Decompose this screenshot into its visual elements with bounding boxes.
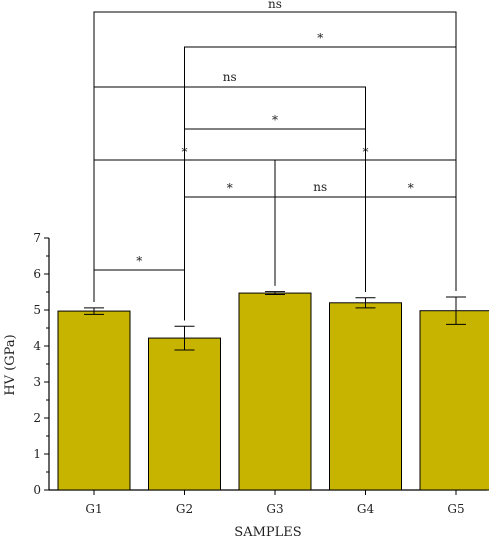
x-tick-label-g1: G1 [85,502,102,516]
sig-label-g1-g5: ns [268,0,282,11]
sig-label-g2-g3: * [227,181,233,195]
y-axis-title: HV (GPa) [3,334,18,395]
bar-g4 [329,302,402,491]
y-tick-label: 0 [33,483,41,497]
sig-bracket-g3-g4 [274,196,366,292]
sig-label-g3-g4: ns [313,180,327,194]
sig-label-g4-g5: * [408,181,414,195]
y-tick-label: 5 [33,303,41,317]
sig-label-g2-g4: * [272,113,278,127]
sig-label-g2-g5: * [317,31,323,45]
sig-bracket-g1-g5 [93,11,457,302]
x-axis-title: SAMPLES [234,525,301,540]
y-tick-label: 2 [33,411,41,425]
sig-label-g1-g2: * [136,254,142,268]
x-tick-label-g4: G4 [357,502,375,516]
bar-g2 [148,337,221,491]
y-tick-label: 6 [33,267,41,281]
x-tick-label-g5: G5 [447,502,464,516]
x-tick-label-g3: G3 [266,502,283,516]
bar-g5 [419,310,489,491]
y-tick-label: 4 [33,339,41,353]
sig-bracket-g4-g5 [365,196,457,292]
y-tick-label: 1 [33,447,41,461]
y-tick-label: 3 [33,375,41,389]
x-tick-label-g2: G2 [176,502,193,516]
bar-g3 [238,292,312,491]
sig-label-g1-g4: ns [223,70,237,84]
bar-g1 [57,310,131,491]
y-tick-label: 7 [33,231,41,245]
